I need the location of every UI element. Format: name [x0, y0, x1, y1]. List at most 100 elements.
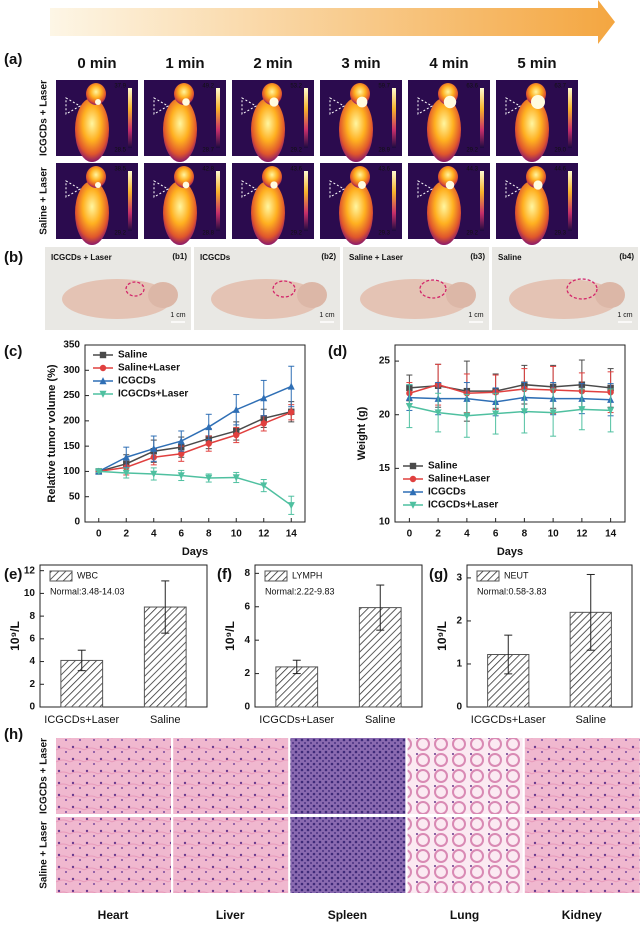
marker — [578, 406, 586, 414]
panel-label: (h) — [4, 726, 23, 743]
plot-frame — [254, 564, 423, 708]
tumor-outline — [272, 280, 296, 298]
mouse-body — [251, 98, 285, 162]
mouse-body — [515, 98, 549, 162]
x-tick-label: 0 — [407, 529, 413, 540]
x-tick-label: Saline — [365, 714, 396, 726]
plot-frame — [394, 344, 626, 523]
tumor-marker — [505, 180, 522, 198]
series-line — [98, 411, 292, 473]
y-tick-label: 8 — [244, 568, 250, 579]
tumor-outline — [125, 281, 145, 297]
mouse-body — [339, 98, 373, 162]
hot-spot — [531, 95, 545, 109]
legend-label: Saline — [428, 461, 458, 472]
histology-image — [290, 817, 406, 893]
hot-spot — [95, 182, 101, 188]
histology-image — [407, 738, 523, 814]
histology-image — [56, 817, 171, 893]
histology-image — [290, 738, 406, 814]
organ-label: Spleen — [328, 908, 367, 922]
organ-label: Liver — [216, 908, 245, 922]
y-tick-label: 25 — [379, 356, 391, 367]
panel-label: (b) — [4, 249, 23, 266]
hot-spot — [182, 181, 190, 189]
x-tick-label: 2 — [435, 529, 441, 540]
tumor-marker — [241, 97, 258, 115]
scale-min: 29.0 — [554, 148, 566, 154]
y-tick-label: 4 — [29, 656, 35, 667]
panel-label: (c) — [4, 343, 22, 360]
marker — [260, 482, 268, 490]
histology-image — [524, 738, 640, 814]
y-tick-label: 0 — [456, 702, 462, 713]
series-line — [98, 411, 292, 473]
y-axis-label: 10⁹/L — [223, 621, 237, 651]
marker — [205, 423, 213, 431]
tumor-outline — [419, 279, 447, 299]
scale-max: 53.2 — [290, 84, 302, 90]
time-label: 5 min — [517, 55, 556, 72]
mouse-body — [163, 181, 197, 245]
scale-max: 43.6 — [378, 167, 390, 173]
scale-min: 29.2 — [466, 148, 478, 154]
marker — [150, 444, 158, 452]
hot-spot — [269, 97, 279, 107]
mouse-head — [174, 83, 194, 105]
hot-spot — [95, 99, 101, 105]
legend-label: Saline — [118, 350, 148, 361]
photo-tag: (b2) — [321, 252, 336, 261]
marker — [177, 472, 185, 480]
legend-label: ICGCDs — [428, 487, 466, 498]
row-label: ICGCDs + Laser — [39, 80, 50, 156]
series-line — [409, 396, 611, 403]
mouse-body — [251, 181, 285, 245]
marker — [99, 390, 107, 398]
scale-max: 63.7 — [554, 84, 566, 90]
x-tick-label: Saline — [150, 714, 181, 726]
y-axis-label: Relative tumor volume (%) — [46, 364, 58, 502]
panel-label: (e) — [4, 566, 22, 583]
mouse-head — [174, 166, 194, 188]
color-bar — [216, 88, 220, 148]
x-axis-label: Days — [182, 546, 208, 558]
histology-image — [407, 817, 523, 893]
plot-frame — [466, 564, 633, 708]
x-tick-label: 12 — [576, 529, 588, 540]
organ-label: Kidney — [562, 908, 602, 922]
legend-label: WBC — [77, 570, 98, 580]
scale-min: 29.2 — [466, 231, 478, 237]
panel-label: (g) — [429, 566, 448, 583]
tumor-marker — [153, 97, 170, 115]
tumor-marker — [65, 180, 82, 198]
y-tick-label: 150 — [63, 441, 80, 452]
row-label: ICGCDs + Laser — [39, 738, 50, 814]
color-bar — [568, 171, 572, 231]
scale-min: 29.3 — [378, 231, 390, 237]
scale-min: 29.2 — [290, 148, 302, 154]
marker — [99, 377, 107, 385]
histology-image — [173, 738, 289, 814]
scale-max: 42.8 — [202, 167, 214, 173]
y-tick-label: 250 — [63, 390, 80, 401]
color-bar — [392, 88, 396, 148]
scale-min: 28.8 — [202, 231, 214, 237]
marker — [409, 475, 417, 483]
marker — [95, 468, 103, 476]
y-tick-label: 6 — [244, 601, 250, 612]
marker — [205, 440, 212, 447]
y-tick-label: 6 — [29, 633, 35, 644]
tumor-marker — [241, 180, 258, 198]
y-tick-label: 4 — [244, 635, 250, 646]
marker — [492, 410, 500, 418]
scale-min: 28.5 — [114, 148, 126, 154]
y-tick-label: 350 — [63, 340, 80, 351]
mouse-head-photo — [595, 282, 625, 308]
time-label: 4 min — [429, 55, 468, 72]
y-tick-label: 50 — [69, 491, 81, 502]
mouse-body — [427, 98, 461, 162]
y-tick-label: 100 — [63, 466, 80, 477]
color-bar — [480, 171, 484, 231]
marker — [122, 453, 130, 461]
marker — [178, 450, 185, 457]
